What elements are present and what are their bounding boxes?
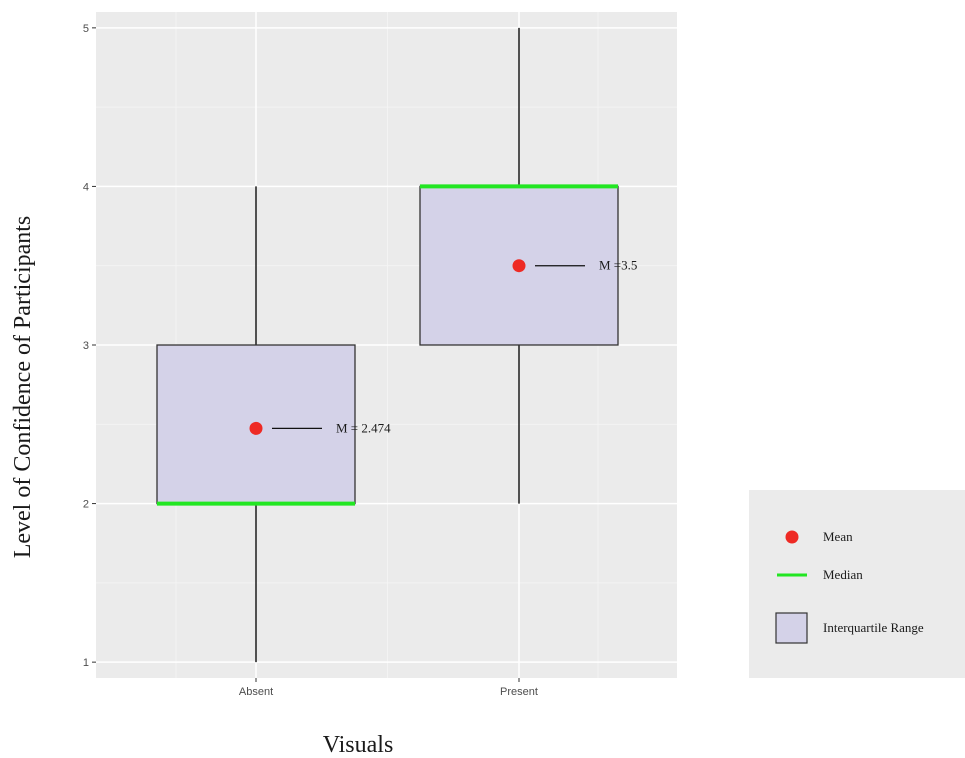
y-axis-title: Level of Confidence of Participants bbox=[10, 216, 36, 559]
mean-annotation: M =3.5 bbox=[599, 258, 637, 273]
boxplots: M = 2.474 M =3.5 bbox=[156, 27, 637, 663]
legend: Mean Median Interquartile Range bbox=[749, 490, 965, 678]
legend-item-median: Median bbox=[777, 567, 863, 582]
legend-background bbox=[749, 490, 965, 678]
y-tick-label: 3 bbox=[83, 340, 89, 352]
x-axis-title: Visuals bbox=[323, 732, 394, 758]
mean-point bbox=[512, 259, 526, 273]
y-tick-label: 1 bbox=[83, 657, 89, 669]
x-tick-label: Absent bbox=[239, 686, 273, 698]
y-tick-label: 4 bbox=[83, 181, 89, 193]
legend-label: Median bbox=[823, 567, 863, 582]
mean-point bbox=[249, 421, 263, 435]
legend-label: Mean bbox=[823, 529, 853, 544]
y-tick-label: 5 bbox=[83, 23, 89, 35]
legend-item-iqr: Interquartile Range bbox=[775, 612, 924, 644]
boxplot-present: M =3.5 bbox=[419, 27, 637, 504]
legend-item-mean: Mean bbox=[785, 529, 853, 544]
y-axis: 1 2 3 4 5 bbox=[83, 23, 96, 669]
y-tick-label: 2 bbox=[83, 499, 89, 511]
legend-mean-key bbox=[785, 530, 799, 544]
mean-annotation: M = 2.474 bbox=[336, 420, 391, 435]
legend-iqr-key bbox=[775, 612, 808, 644]
boxplot-absent: M = 2.474 bbox=[156, 186, 391, 663]
legend-label: Interquartile Range bbox=[823, 620, 924, 635]
x-axis: Absent Present bbox=[239, 678, 538, 698]
x-tick-label: Present bbox=[500, 686, 538, 698]
